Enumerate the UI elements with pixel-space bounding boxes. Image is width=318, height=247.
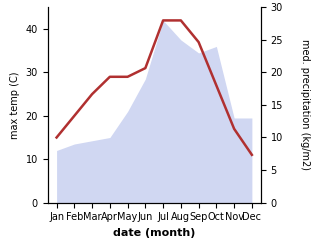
Y-axis label: max temp (C): max temp (C) (10, 71, 20, 139)
X-axis label: date (month): date (month) (113, 228, 196, 238)
Y-axis label: med. precipitation (kg/m2): med. precipitation (kg/m2) (300, 40, 310, 170)
